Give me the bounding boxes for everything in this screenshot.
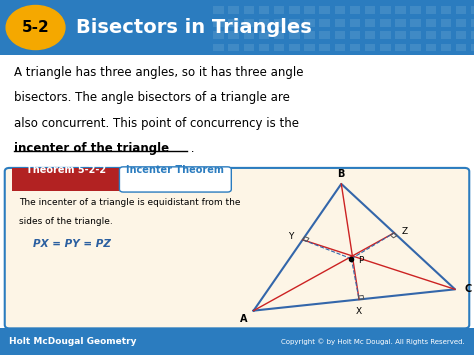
FancyBboxPatch shape xyxy=(213,6,224,14)
FancyBboxPatch shape xyxy=(289,44,300,51)
FancyBboxPatch shape xyxy=(304,19,315,27)
FancyBboxPatch shape xyxy=(274,31,284,39)
FancyBboxPatch shape xyxy=(319,6,330,14)
FancyBboxPatch shape xyxy=(0,0,474,55)
FancyBboxPatch shape xyxy=(380,31,391,39)
FancyBboxPatch shape xyxy=(289,19,300,27)
FancyBboxPatch shape xyxy=(213,19,224,27)
Text: A: A xyxy=(240,314,248,324)
Text: Holt McDougal Geometry: Holt McDougal Geometry xyxy=(9,337,137,346)
FancyBboxPatch shape xyxy=(395,31,406,39)
FancyBboxPatch shape xyxy=(441,6,451,14)
FancyBboxPatch shape xyxy=(335,19,345,27)
FancyBboxPatch shape xyxy=(259,6,269,14)
FancyBboxPatch shape xyxy=(0,328,474,355)
Text: PX = PY = PZ: PX = PY = PZ xyxy=(33,239,111,249)
FancyBboxPatch shape xyxy=(456,6,466,14)
FancyBboxPatch shape xyxy=(259,44,269,51)
FancyBboxPatch shape xyxy=(471,44,474,51)
FancyBboxPatch shape xyxy=(319,19,330,27)
FancyBboxPatch shape xyxy=(365,6,375,14)
Text: A triangle has three angles, so it has three angle: A triangle has three angles, so it has t… xyxy=(14,66,304,79)
FancyBboxPatch shape xyxy=(319,31,330,39)
FancyBboxPatch shape xyxy=(380,44,391,51)
Text: C: C xyxy=(465,284,472,294)
FancyBboxPatch shape xyxy=(350,6,360,14)
FancyBboxPatch shape xyxy=(350,31,360,39)
Text: X: X xyxy=(356,307,362,316)
Text: .: . xyxy=(187,142,195,155)
FancyBboxPatch shape xyxy=(395,6,406,14)
Text: P: P xyxy=(358,256,364,265)
FancyBboxPatch shape xyxy=(274,6,284,14)
FancyBboxPatch shape xyxy=(213,31,224,39)
FancyBboxPatch shape xyxy=(380,6,391,14)
FancyBboxPatch shape xyxy=(426,6,436,14)
FancyBboxPatch shape xyxy=(456,19,466,27)
FancyBboxPatch shape xyxy=(365,44,375,51)
FancyBboxPatch shape xyxy=(471,19,474,27)
FancyBboxPatch shape xyxy=(410,44,421,51)
FancyBboxPatch shape xyxy=(456,31,466,39)
FancyBboxPatch shape xyxy=(395,44,406,51)
Text: B: B xyxy=(337,169,345,179)
FancyBboxPatch shape xyxy=(228,6,239,14)
FancyBboxPatch shape xyxy=(244,44,254,51)
Text: bisectors. The angle bisectors of a triangle are: bisectors. The angle bisectors of a tria… xyxy=(14,91,290,104)
Text: also concurrent. This point of concurrency is the: also concurrent. This point of concurren… xyxy=(14,117,299,130)
FancyBboxPatch shape xyxy=(213,44,224,51)
FancyBboxPatch shape xyxy=(335,31,345,39)
Text: Incenter Theorem: Incenter Theorem xyxy=(127,165,224,175)
FancyBboxPatch shape xyxy=(441,19,451,27)
FancyBboxPatch shape xyxy=(380,19,391,27)
FancyBboxPatch shape xyxy=(289,31,300,39)
Text: Y: Y xyxy=(288,232,293,241)
FancyBboxPatch shape xyxy=(289,6,300,14)
FancyBboxPatch shape xyxy=(350,19,360,27)
FancyBboxPatch shape xyxy=(228,31,239,39)
FancyBboxPatch shape xyxy=(441,44,451,51)
FancyBboxPatch shape xyxy=(5,168,469,328)
FancyBboxPatch shape xyxy=(304,31,315,39)
Text: The incenter of a triangle is equidistant from the: The incenter of a triangle is equidistan… xyxy=(19,198,240,207)
FancyBboxPatch shape xyxy=(244,19,254,27)
Text: Copyright © by Holt Mc Dougal. All Rights Reserved.: Copyright © by Holt Mc Dougal. All Right… xyxy=(281,338,465,345)
FancyBboxPatch shape xyxy=(410,6,421,14)
FancyBboxPatch shape xyxy=(244,6,254,14)
FancyBboxPatch shape xyxy=(335,44,345,51)
FancyBboxPatch shape xyxy=(365,19,375,27)
FancyBboxPatch shape xyxy=(426,19,436,27)
FancyBboxPatch shape xyxy=(259,31,269,39)
Text: Bisectors in Triangles: Bisectors in Triangles xyxy=(76,18,311,37)
FancyBboxPatch shape xyxy=(304,6,315,14)
Text: Theorem 5-2-2: Theorem 5-2-2 xyxy=(26,165,107,175)
Text: incenter of the triangle: incenter of the triangle xyxy=(14,142,169,155)
FancyBboxPatch shape xyxy=(228,44,239,51)
FancyBboxPatch shape xyxy=(119,167,231,192)
FancyBboxPatch shape xyxy=(426,44,436,51)
Text: Z: Z xyxy=(401,226,407,236)
FancyBboxPatch shape xyxy=(395,19,406,27)
FancyBboxPatch shape xyxy=(244,31,254,39)
FancyBboxPatch shape xyxy=(319,44,330,51)
FancyBboxPatch shape xyxy=(259,19,269,27)
Circle shape xyxy=(6,5,65,49)
FancyBboxPatch shape xyxy=(365,31,375,39)
FancyBboxPatch shape xyxy=(471,31,474,39)
FancyBboxPatch shape xyxy=(350,44,360,51)
FancyBboxPatch shape xyxy=(471,6,474,14)
FancyBboxPatch shape xyxy=(228,19,239,27)
FancyBboxPatch shape xyxy=(12,168,121,191)
Text: sides of the triangle.: sides of the triangle. xyxy=(19,217,113,225)
FancyBboxPatch shape xyxy=(456,44,466,51)
FancyBboxPatch shape xyxy=(274,44,284,51)
FancyBboxPatch shape xyxy=(410,31,421,39)
FancyBboxPatch shape xyxy=(410,19,421,27)
Text: 5-2: 5-2 xyxy=(22,20,49,35)
FancyBboxPatch shape xyxy=(441,31,451,39)
FancyBboxPatch shape xyxy=(304,44,315,51)
FancyBboxPatch shape xyxy=(335,6,345,14)
FancyBboxPatch shape xyxy=(274,19,284,27)
FancyBboxPatch shape xyxy=(426,31,436,39)
